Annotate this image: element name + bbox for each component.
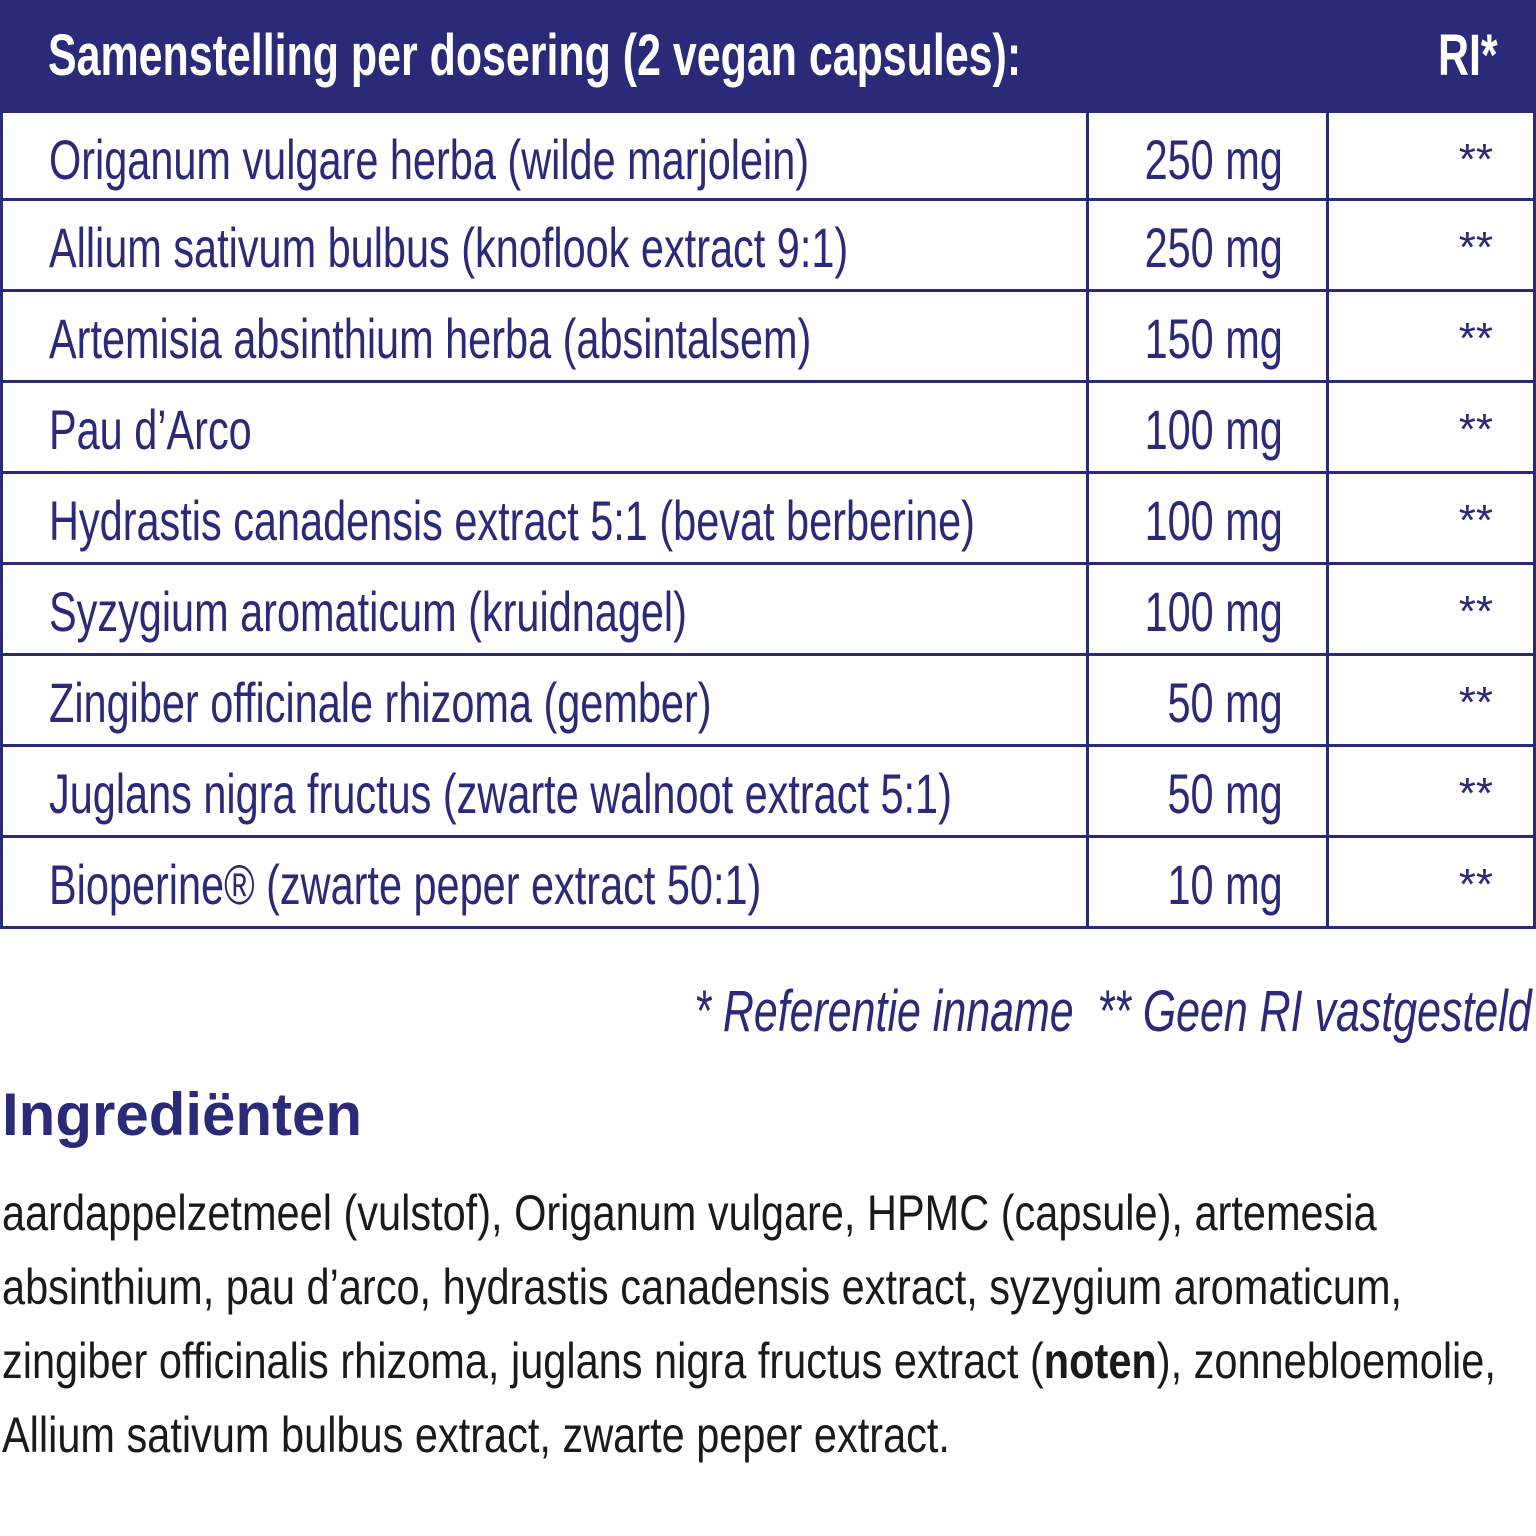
table-row: Syzygium aromaticum (kruidnagel) 100 mg ** [0,565,1536,656]
footnote-none: ** Geen RI vastgesteld [1097,979,1532,1044]
ingredient-ri: ** [1458,769,1493,818]
ingredient-amount: 100 mg [1144,580,1283,643]
ingredient-name: Bioperine® (zwarte peper extract 50:1) [49,853,762,916]
ingredient-amount: 50 mg [1167,762,1283,825]
column-divider [1086,383,1089,471]
column-divider [1326,747,1329,835]
ingredients-title: Ingrediënten [2,1081,363,1148]
column-divider [1326,292,1329,380]
ingredient-amount: 50 mg [1167,671,1283,734]
ingredient-amount: 100 mg [1144,398,1283,461]
ingredient-amount: 150 mg [1144,307,1283,370]
ingredient-amount: 250 mg [1144,216,1283,279]
table-header: Samenstelling per dosering (2 vegan caps… [0,0,1536,110]
ingredient-ri: ** [1458,223,1493,272]
ingredient-name: Pau d’Arco [49,398,252,461]
ingredient-ri: ** [1458,405,1493,454]
column-divider [1086,474,1089,562]
table-row: Artemisia absinthium herba (absintalsem)… [0,292,1536,383]
ingredient-ri: ** [1458,135,1493,184]
column-divider [1086,113,1089,198]
table-row: Origanum vulgare herba (wilde marjolein)… [0,110,1536,201]
ingredient-name: Juglans nigra fructus (zwarte walnoot ex… [49,762,952,825]
column-divider [1086,656,1089,744]
column-divider [1086,838,1089,926]
column-divider [1326,656,1329,744]
ingredient-name: Origanum vulgare herba (wilde marjolein) [49,128,810,191]
footnote: * Referentie inname ** Geen RI vastgeste… [400,978,1532,1045]
ingredient-ri: ** [1458,860,1493,909]
column-divider [1086,201,1089,289]
ingredients-bold: noten [1043,1333,1157,1389]
ingredient-name: Syzygium aromaticum (kruidnagel) [49,580,687,643]
column-divider [1326,113,1329,198]
footnote-ri: * Referentie inname [694,979,1074,1044]
column-divider [1086,565,1089,653]
ingredient-amount: 10 mg [1167,853,1283,916]
table-row: Bioperine® (zwarte peper extract 50:1) 10… [0,838,1536,929]
column-divider [1326,838,1329,926]
ingredient-name: Artemisia absinthium herba (absintalsem) [49,307,812,370]
table-row: Hydrastis canadensis extract 5:1 (bevat … [0,474,1536,565]
column-divider [1326,565,1329,653]
ingredient-ri: ** [1458,678,1493,727]
table: Origanum vulgare herba (wilde marjolein)… [0,110,1536,929]
ingredient-ri: ** [1458,314,1493,363]
ingredient-amount: 100 mg [1144,489,1283,552]
ingredient-ri: ** [1458,587,1493,636]
table-row: Pau d’Arco 100 mg ** [0,383,1536,474]
table-row: Allium sativum bulbus (knoflook extract … [0,201,1536,292]
ingredients-after: ), zonnebloemolie, Allium sativum bulbus… [2,1333,1496,1463]
table-row: Zingiber officinale rhizoma (gember) 50 m… [0,656,1536,747]
ingredients-before: aardappelzetmeel (vulstof), Origanum vul… [2,1185,1403,1389]
column-divider [1086,292,1089,380]
ingredient-ri: ** [1458,496,1493,545]
header-title: Samenstelling per dosering (2 vegan caps… [48,23,1022,88]
column-divider [1326,474,1329,562]
column-divider [1326,201,1329,289]
table-row: Juglans nigra fructus (zwarte walnoot ex… [0,747,1536,838]
ingredient-name: Allium sativum bulbus (knoflook extract … [49,216,849,279]
ingredients-text: aardappelzetmeel (vulstof), Origanum vul… [2,1176,1521,1472]
ingredient-amount: 250 mg [1144,128,1283,191]
ingredient-name: Zingiber officinale rhizoma (gember) [49,671,712,734]
ingredient-name: Hydrastis canadensis extract 5:1 (bevat … [49,489,975,552]
column-divider [1326,383,1329,471]
column-divider [1086,747,1089,835]
header-ri: RI* [1438,23,1498,88]
